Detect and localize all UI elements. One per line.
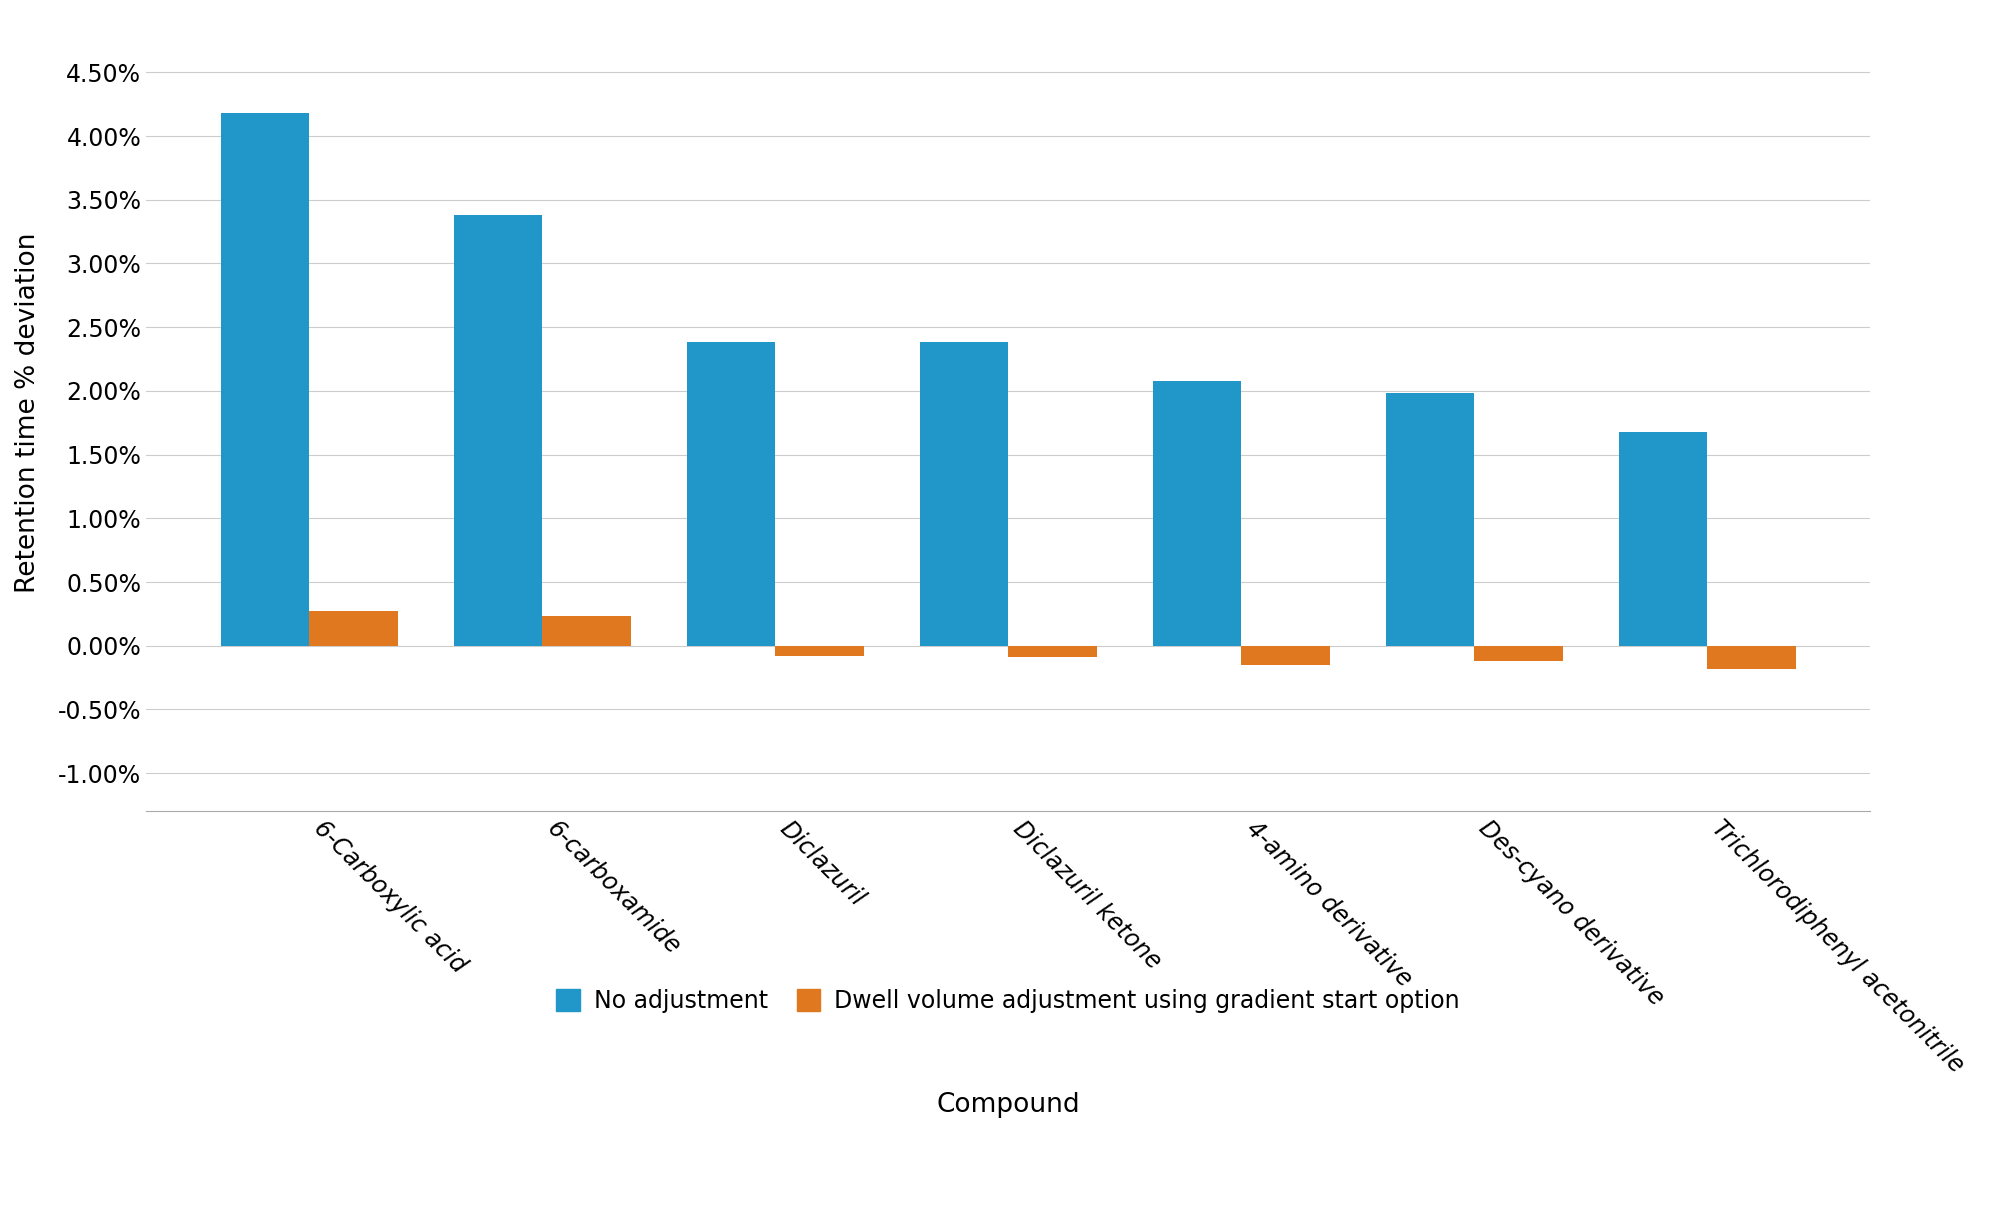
Bar [1008, 646, 1096, 657]
Bar [1708, 646, 1796, 668]
Bar [310, 612, 398, 646]
Bar [686, 342, 776, 646]
Bar [220, 113, 310, 646]
Bar [1386, 394, 1474, 646]
Legend: No adjustment, Dwell volume adjustment using gradient start option: No adjustment, Dwell volume adjustment u… [546, 980, 1470, 1023]
Bar [1152, 380, 1242, 646]
X-axis label: Compound: Compound [936, 1092, 1080, 1118]
Bar [776, 646, 864, 656]
Bar [1242, 646, 1330, 665]
Bar [920, 342, 1008, 646]
Bar [454, 215, 542, 646]
Bar [1618, 432, 1708, 646]
Bar [1474, 646, 1562, 661]
Bar [542, 617, 630, 646]
Y-axis label: Retention time % deviation: Retention time % deviation [16, 233, 42, 593]
